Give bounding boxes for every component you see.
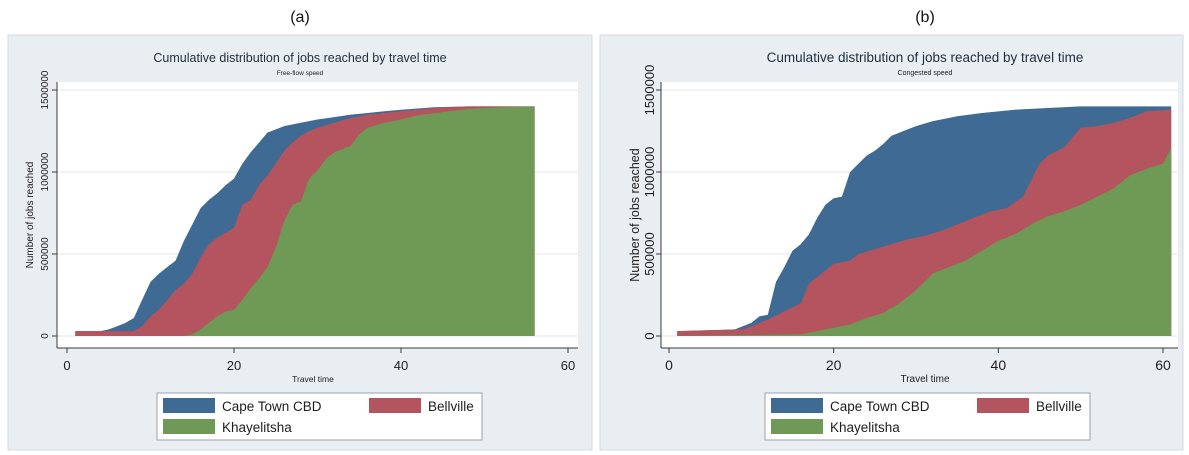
legend-label: Bellville (428, 399, 474, 414)
y-tick-label: 0 (40, 333, 51, 339)
x-tick-label: 0 (63, 358, 70, 373)
legend: Cape Town CBD Bellville Khayelitsha (156, 392, 483, 441)
legend-swatch (163, 398, 215, 413)
chart-title: Cumulative distribution of jobs reached … (153, 51, 446, 65)
legend-label: Cape Town CBD (830, 399, 930, 414)
chart-panel: (a) Cumulative distribution of jobs reach… (7, 9, 593, 451)
x-tick-label: 0 (665, 357, 673, 373)
y-tick-label: 1500000 (40, 70, 51, 109)
x-tick-label: 40 (991, 357, 1007, 373)
y-axis-title: Number of jobs reached (628, 148, 642, 281)
x-tick-label: 60 (561, 358, 575, 373)
panel-label: (b) (915, 9, 935, 26)
chart-panel: (b) Cumulative distribution of jobs reach… (599, 9, 1184, 451)
legend-label: Khayelitsha (222, 420, 292, 435)
panel-label: (a) (290, 9, 310, 26)
chart-subtitle: Congested speed (898, 70, 953, 77)
legend-swatch (771, 419, 823, 434)
y-tick-label: 500000 (642, 232, 657, 275)
legend: Cape Town CBD Bellville Khayelitsha (764, 392, 1091, 441)
legend-swatch (369, 398, 421, 413)
chart-subtitle: Free-flow speed (277, 70, 324, 77)
x-tick-label: 40 (394, 358, 408, 373)
x-tick-label: 20 (826, 357, 842, 373)
legend-label: Khayelitsha (830, 420, 900, 435)
x-tick-label: 60 (1155, 357, 1171, 373)
y-axis-title: Number of jobs reached (25, 162, 36, 269)
x-tick-label: 20 (227, 358, 241, 373)
y-tick-label: 0 (642, 332, 657, 339)
y-tick-label: 500000 (40, 237, 51, 271)
legend-label: Bellville (1036, 399, 1082, 414)
y-tick-label: 1000000 (642, 147, 657, 198)
legend-label: Cape Town CBD (222, 399, 322, 414)
legend-swatch (771, 398, 823, 413)
legend-swatch (163, 419, 215, 434)
area-khayelitsha (75, 106, 535, 337)
chart-title: Cumulative distribution of jobs reached … (767, 50, 1084, 65)
y-tick-label: 1500000 (642, 65, 657, 116)
x-axis-title: Travel time (292, 374, 334, 384)
legend-swatch (977, 398, 1029, 413)
x-axis-title: Travel time (900, 374, 950, 385)
area-khayelitsha (677, 147, 1172, 336)
y-tick-label: 1000000 (40, 152, 51, 191)
